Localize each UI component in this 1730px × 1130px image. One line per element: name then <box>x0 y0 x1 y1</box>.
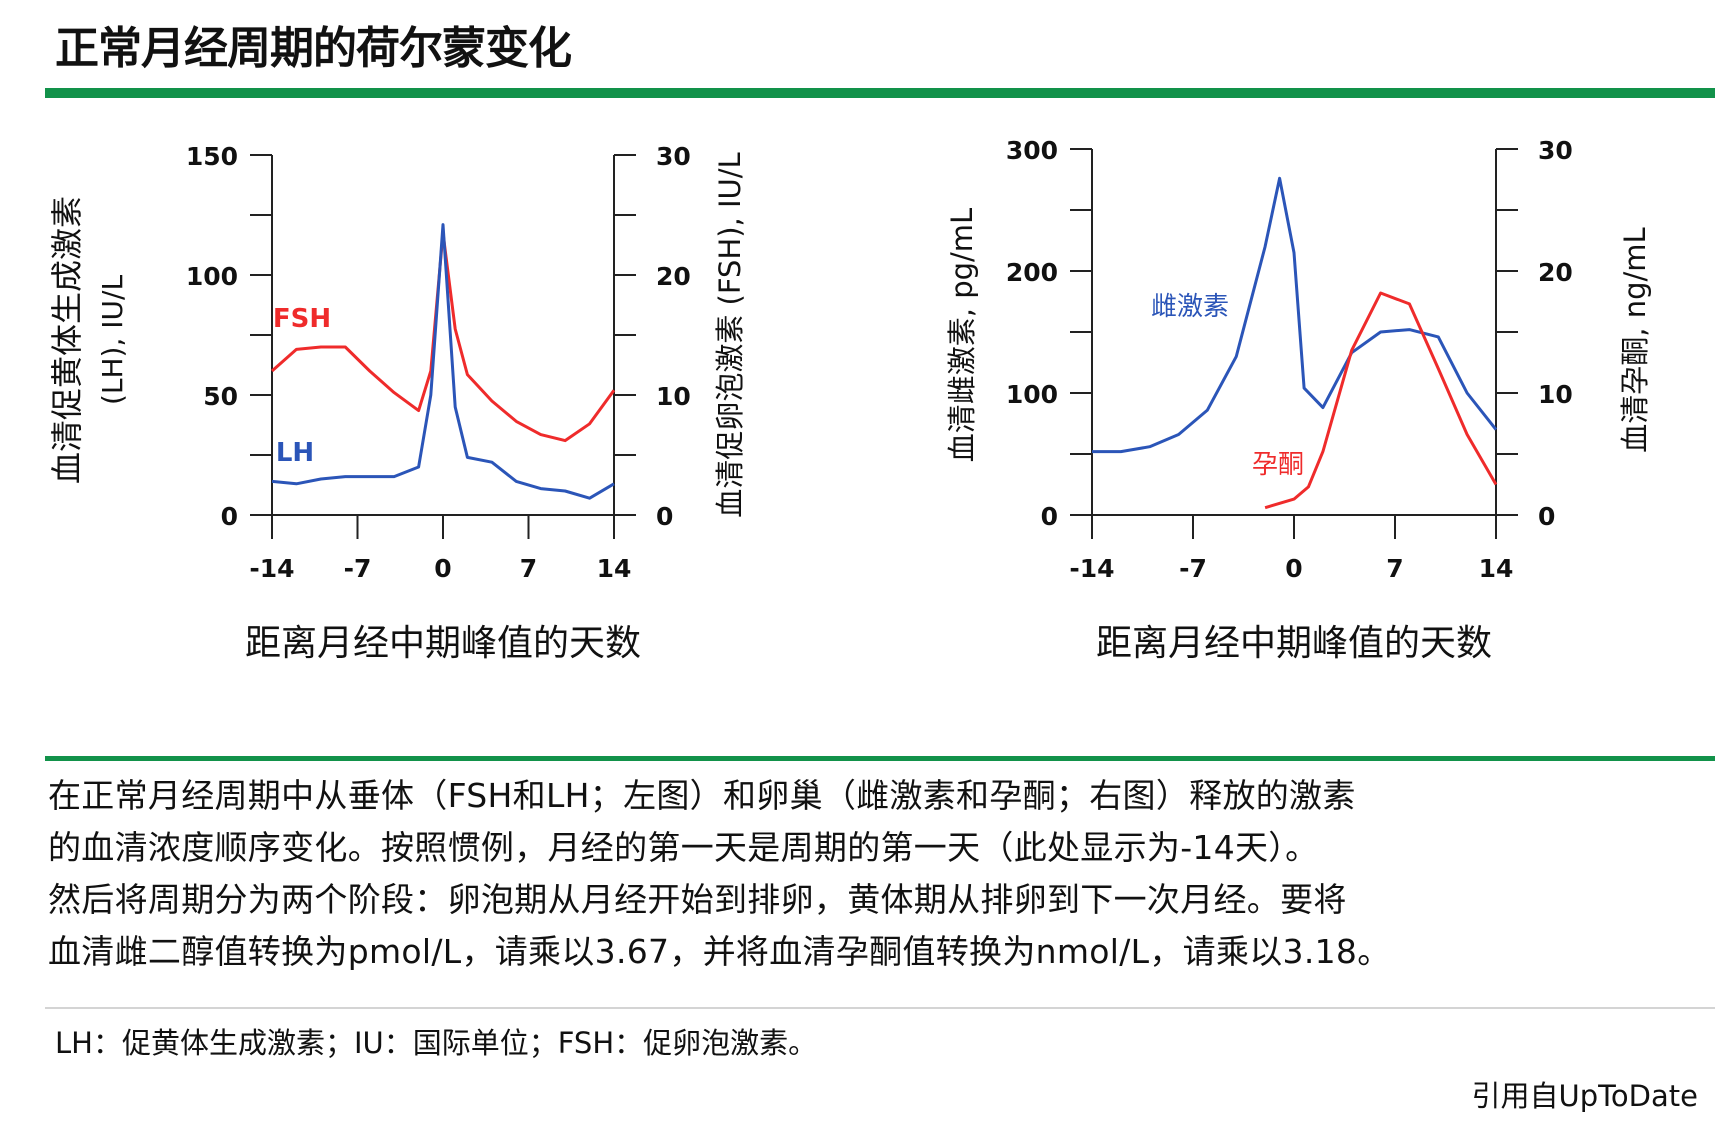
left-y-tick-label: 100 <box>186 262 238 291</box>
page-title: 正常月经周期的荷尔蒙变化 <box>55 23 572 74</box>
x-tick-label: 14 <box>597 554 632 583</box>
left-y-axis-title-units: (LH), IU/L <box>96 275 129 405</box>
left-y-tick-label: 0 <box>1041 502 1058 531</box>
left-y-tick-label: 300 <box>1006 136 1058 165</box>
abbreviations-note: LH：促黄体生成激素；IU：国际单位；FSH：促卵泡激素。 <box>55 1026 818 1060</box>
series-line-right-axis <box>1264 291 1498 510</box>
right-y-tick-label: 20 <box>1538 258 1573 287</box>
x-tick-label: 7 <box>520 554 537 583</box>
caption-divider <box>45 756 1715 761</box>
figure-caption: 在正常月经周期中从垂体（FSH和LH；左图）和卵巢（雌激素和孕酮；右图）释放的激… <box>48 770 1718 978</box>
chart-left-svg: 0 50 100 150 0 10 20 30 -14 -7 0 7 14 距离月经中期峰值的天数 FSH L… <box>48 142 747 664</box>
chart-right-svg: 0 100 200 300 0 10 20 30 -14 -7 0 7 14 距离月经中期峰值的天数 雌激素… <box>945 136 1652 664</box>
x-tick-label: 14 <box>1479 554 1514 583</box>
x-tick-label: -7 <box>344 554 372 583</box>
right-y-axis-title: 血清促卵泡激素 (FSH), IU/L <box>713 152 747 517</box>
x-axis-title: 距离月经中期峰值的天数 <box>1096 623 1492 664</box>
series-label: LH <box>276 438 314 468</box>
left-y-tick-label: 150 <box>186 142 238 171</box>
right-y-tick-label: 20 <box>656 262 691 291</box>
right-y-tick-label: 0 <box>1538 502 1555 531</box>
right-y-tick-label: 30 <box>656 142 691 171</box>
left-y-axis-title: 血清雌激素, pg/mL <box>945 208 979 462</box>
left-y-tick-label: 200 <box>1006 258 1058 287</box>
x-tick-label: 7 <box>1386 554 1403 583</box>
caption-line: 的血清浓度顺序变化。按照惯例，月经的第一天是周期的第一天（此处显示为-14天）。 <box>48 828 1319 867</box>
chart-left-fsh-lh: 0 50 100 150 0 10 20 30 -14 -7 0 7 14 距离月经中期峰值的天数 FSH L… <box>40 130 840 740</box>
left-y-tick-label: 0 <box>221 502 238 531</box>
series-line-right-axis <box>271 231 616 443</box>
right-y-tick-label: 0 <box>656 502 673 531</box>
series-line-left-axis <box>1092 176 1498 454</box>
right-y-axis-title: 血清孕酮, ng/mL <box>1618 227 1652 452</box>
chart-right-estrogen-progesterone: 0 100 200 300 0 10 20 30 -14 -7 0 7 14 距离月经中期峰值的天数 雌激素… <box>860 130 1720 740</box>
right-y-tick-label: 10 <box>656 382 691 411</box>
footnote-divider <box>45 1007 1715 1009</box>
x-axis-title: 距离月经中期峰值的天数 <box>245 623 641 664</box>
x-tick-label: -14 <box>249 554 294 583</box>
right-y-tick-label: 10 <box>1538 380 1573 409</box>
series-label: 雌激素 <box>1151 292 1229 322</box>
caption-line: 血清雌二醇值转换为pmol/L，请乘以3.67，并将血清孕酮值转换为nmol/L… <box>48 932 1391 971</box>
x-tick-label: -14 <box>1069 554 1114 583</box>
series-label: 孕酮 <box>1252 450 1304 480</box>
source-credit: 引用自UpToDate <box>1471 1079 1698 1113</box>
left-y-axis-title: 血清促黄体生成激素 <box>48 196 86 484</box>
series-line-left-axis <box>271 223 615 500</box>
caption-line: 然后将周期分为两个阶段：卵泡期从月经开始到排卵，黄体期从排卵到下一次月经。要将 <box>48 880 1347 919</box>
x-tick-label: 0 <box>434 554 451 583</box>
x-tick-label: 0 <box>1285 554 1302 583</box>
right-y-tick-label: 30 <box>1538 136 1573 165</box>
header-divider <box>45 88 1715 98</box>
left-y-tick-label: 50 <box>203 382 238 411</box>
series-label: FSH <box>273 304 331 334</box>
caption-line: 在正常月经周期中从垂体（FSH和LH；左图）和卵巢（雌激素和孕酮；右图）释放的激… <box>48 776 1356 815</box>
left-y-tick-label: 100 <box>1006 380 1058 409</box>
x-tick-label: -7 <box>1179 554 1207 583</box>
